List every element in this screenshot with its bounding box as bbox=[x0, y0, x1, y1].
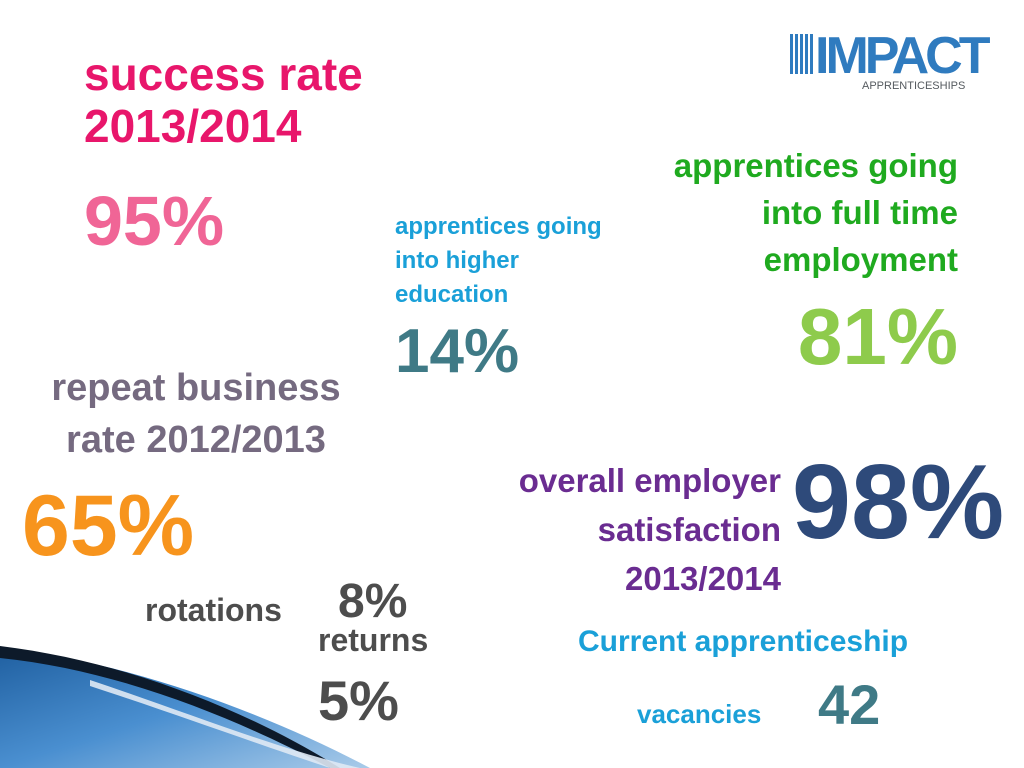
full-time-label-line2: into full time bbox=[761, 194, 958, 231]
success-rate-label: success rate 2013/2014 bbox=[84, 48, 363, 152]
logo-stripes bbox=[790, 34, 814, 74]
decorative-swoosh bbox=[0, 646, 370, 768]
rotations-value: 8% bbox=[338, 575, 408, 628]
employer-satisfaction-label-line1: overall employer bbox=[518, 462, 781, 499]
higher-education-label-line3: education bbox=[395, 281, 509, 308]
logo-wordmark: IMPACT bbox=[815, 27, 990, 85]
rotations-label: rotations bbox=[145, 592, 282, 628]
higher-education-value: 14% bbox=[395, 317, 520, 386]
success-rate-label-line1: success rate bbox=[84, 48, 363, 100]
employer-satisfaction-label: overall employer satisfaction 2013/2014 bbox=[519, 456, 781, 603]
full-time-label-line1: apprentices going bbox=[673, 147, 958, 184]
returns-value: 5% bbox=[318, 669, 399, 732]
success-rate-value: 95% bbox=[84, 182, 225, 260]
higher-education-label-line1: apprentices going bbox=[395, 213, 602, 240]
repeat-business-label: repeat business rate 2012/2013 bbox=[22, 362, 370, 466]
higher-education-label: apprentices going into higher education bbox=[395, 210, 602, 312]
repeat-business-value: 65% bbox=[22, 478, 195, 574]
vacancies-label-line2: vacancies bbox=[637, 699, 762, 729]
employer-satisfaction-label-line3: 2013/2014 bbox=[625, 560, 781, 597]
success-rate-label-line2: 2013/2014 bbox=[84, 100, 302, 152]
repeat-business-label-line1: repeat business bbox=[51, 367, 341, 409]
repeat-business-label-line2: rate 2012/2013 bbox=[66, 419, 326, 461]
employer-satisfaction-value: 98% bbox=[792, 443, 1005, 561]
full-time-label-line3: employment bbox=[763, 241, 958, 278]
impact-apprenticeships-logo: IMPACT APPRENTICESHIPS bbox=[788, 28, 990, 96]
full-time-employment-label: apprentices going into full time employm… bbox=[674, 142, 958, 283]
returns-label: returns bbox=[318, 622, 429, 658]
logo-subtitle: APPRENTICESHIPS bbox=[862, 80, 966, 92]
vacancies-value: 42 bbox=[818, 673, 881, 736]
full-time-employment-value: 81% bbox=[797, 292, 958, 381]
vacancies-label-line1: Current apprenticeship bbox=[578, 625, 909, 658]
employer-satisfaction-label-line2: satisfaction bbox=[597, 511, 781, 548]
higher-education-label-line2: into higher bbox=[395, 247, 519, 274]
